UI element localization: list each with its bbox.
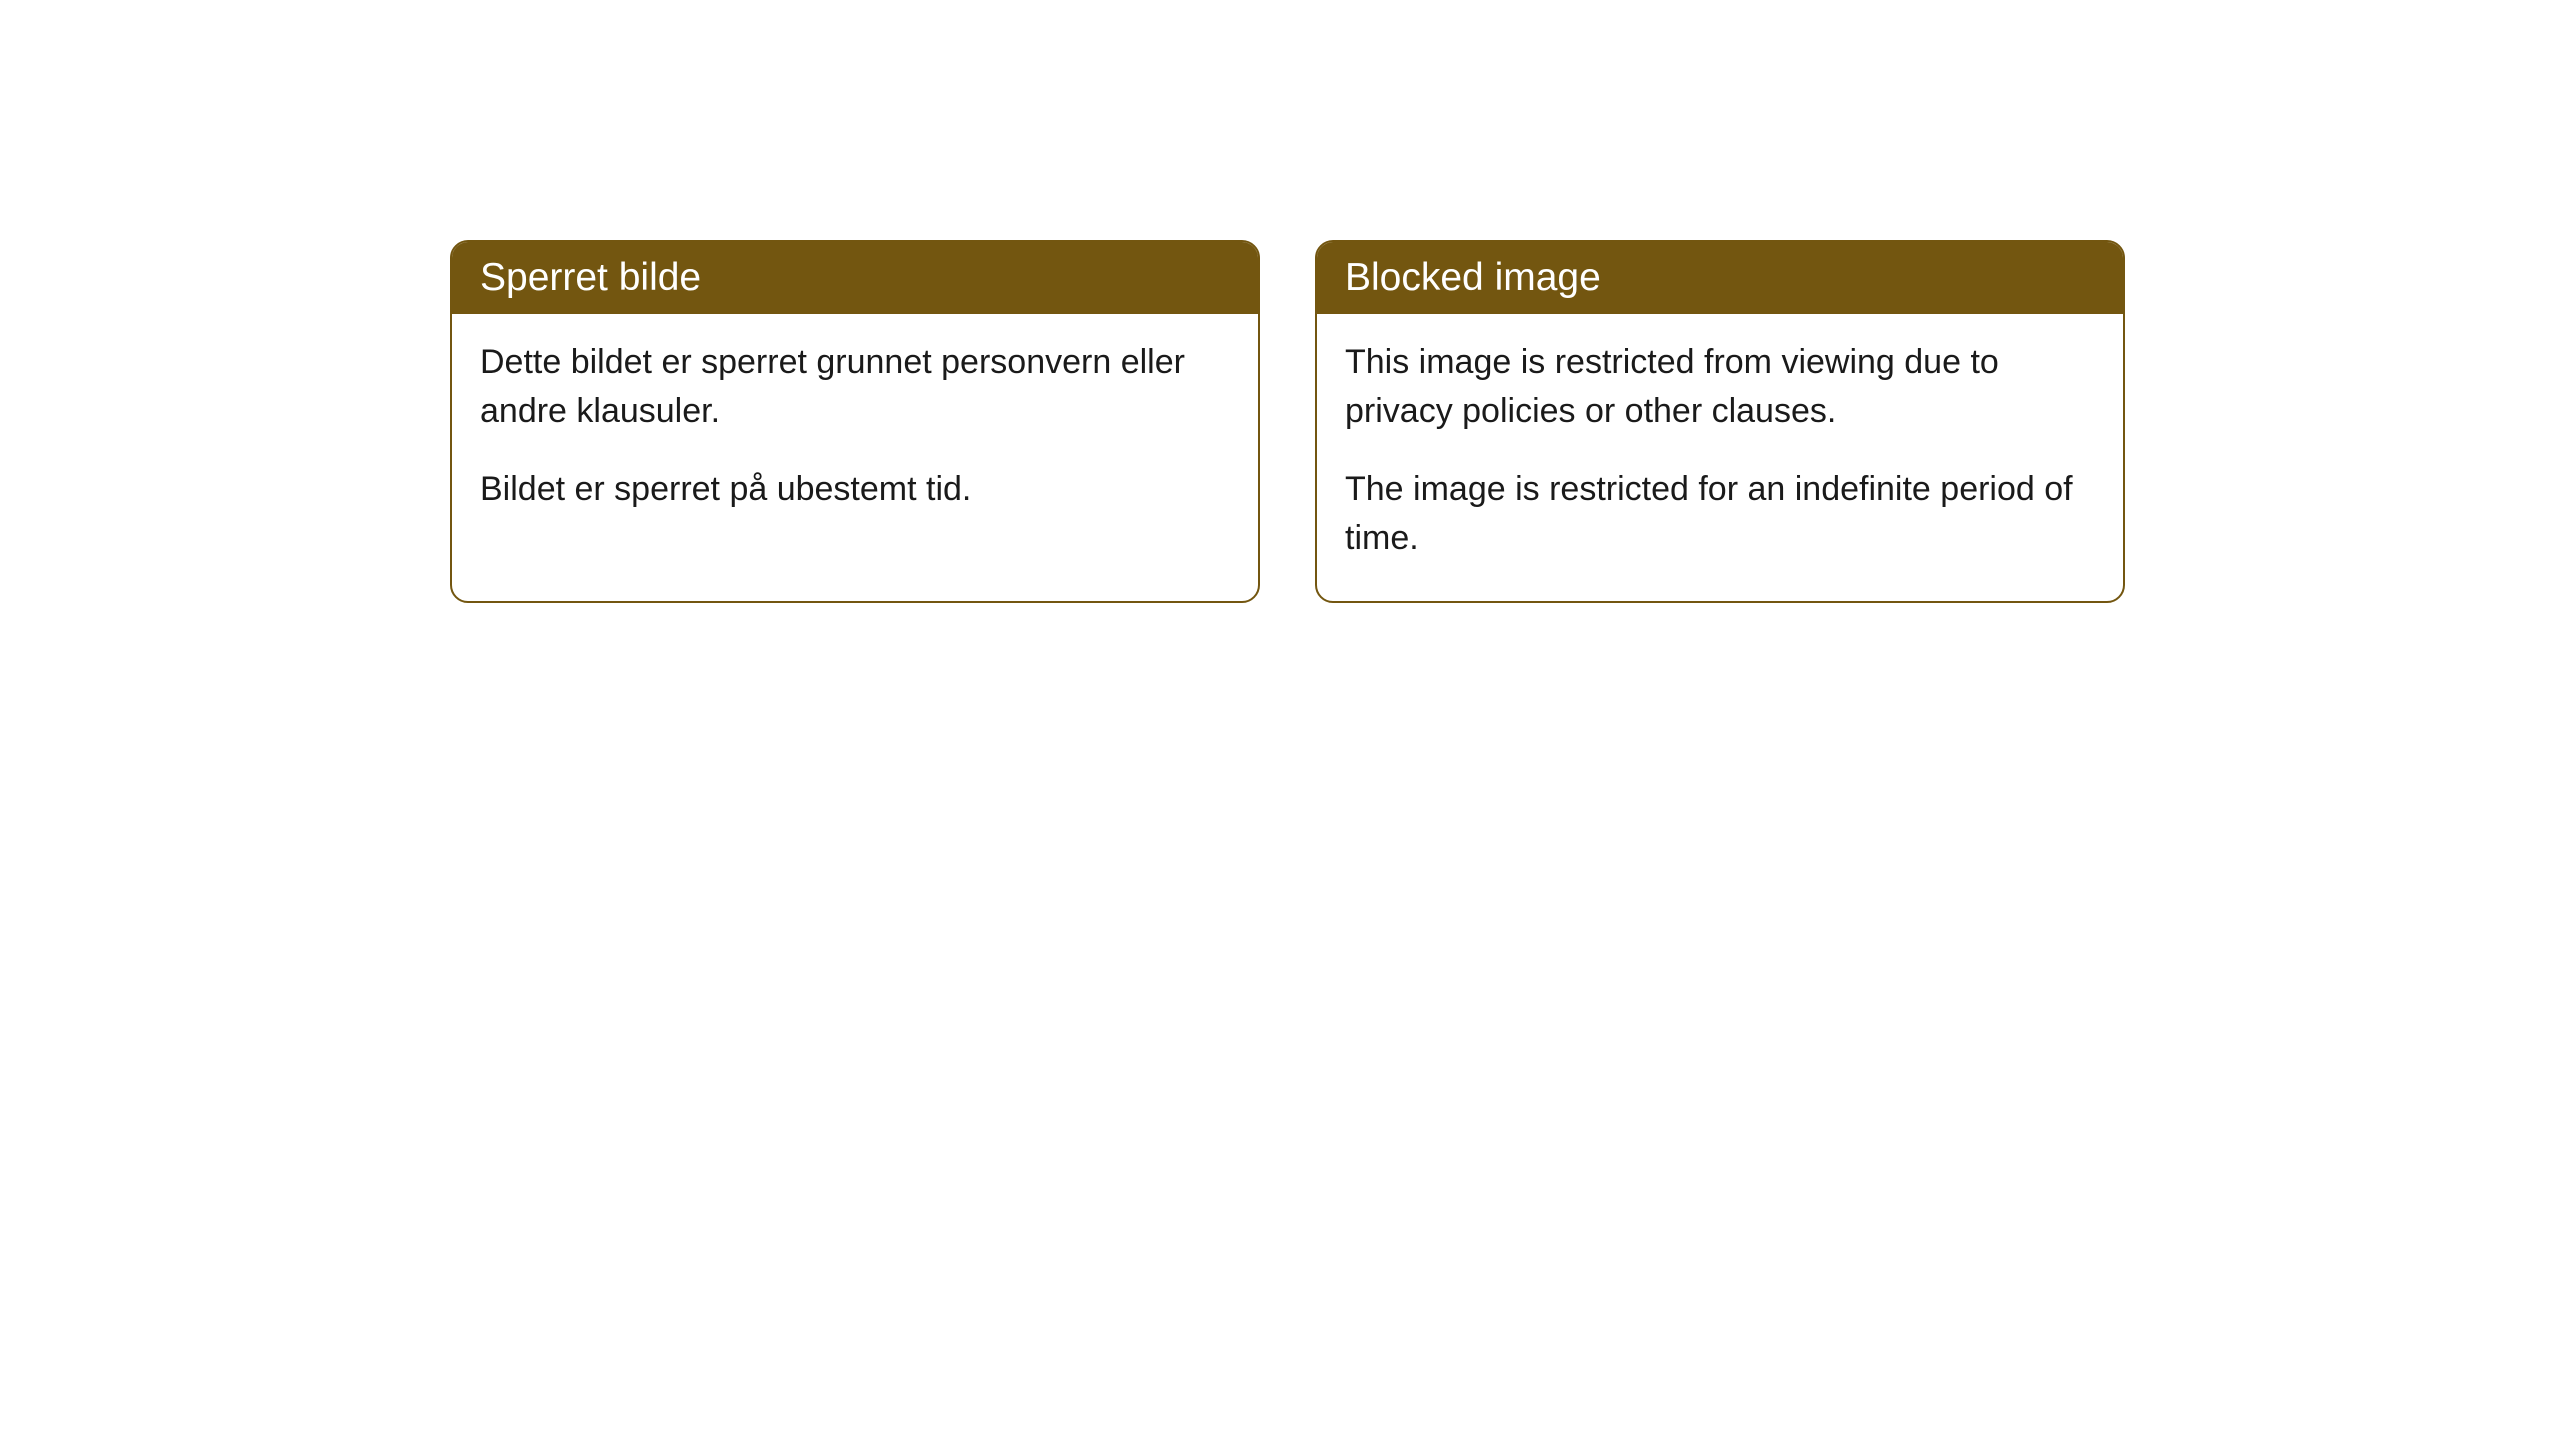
- card-title: Sperret bilde: [480, 256, 701, 299]
- card-header: Sperret bilde: [452, 242, 1258, 314]
- card-paragraph: The image is restricted for an indefinit…: [1345, 465, 2095, 564]
- card-paragraph: This image is restricted from viewing du…: [1345, 338, 2095, 437]
- card-title: Blocked image: [1345, 256, 1601, 299]
- card-header: Blocked image: [1317, 242, 2123, 314]
- card-body: This image is restricted from viewing du…: [1317, 314, 2123, 601]
- card-paragraph: Dette bildet er sperret grunnet personve…: [480, 338, 1230, 437]
- notice-cards-container: Sperret bilde Dette bildet er sperret gr…: [450, 240, 2125, 603]
- notice-card-english: Blocked image This image is restricted f…: [1315, 240, 2125, 603]
- card-body: Dette bildet er sperret grunnet personve…: [452, 314, 1258, 552]
- notice-card-norwegian: Sperret bilde Dette bildet er sperret gr…: [450, 240, 1260, 603]
- card-paragraph: Bildet er sperret på ubestemt tid.: [480, 465, 1230, 514]
